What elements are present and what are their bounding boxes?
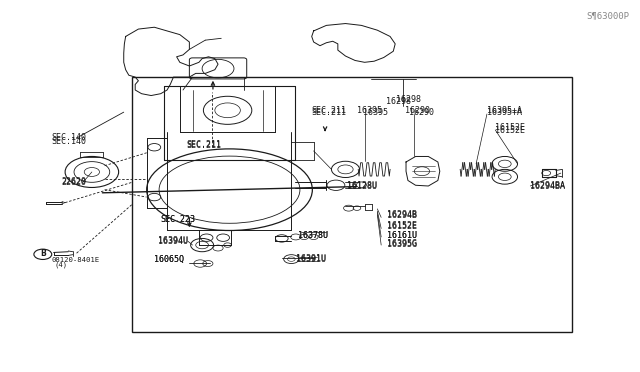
- Text: 16161U: 16161U: [387, 231, 417, 240]
- Text: 16294BA: 16294BA: [531, 181, 565, 190]
- Text: (4): (4): [54, 261, 67, 267]
- Text: 16378U: 16378U: [298, 231, 328, 240]
- Text: 16395+A: 16395+A: [487, 106, 522, 115]
- Text: 16298: 16298: [386, 97, 411, 106]
- Text: 16152E: 16152E: [495, 123, 525, 132]
- Text: 16128U: 16128U: [348, 181, 378, 190]
- Text: 16298: 16298: [396, 96, 422, 105]
- Text: 16394U: 16394U: [157, 236, 188, 245]
- Text: 16152E: 16152E: [387, 222, 417, 231]
- Text: 16395G: 16395G: [387, 239, 417, 248]
- Text: SEC.211: SEC.211: [186, 141, 221, 150]
- Text: 16294B: 16294B: [387, 211, 417, 220]
- Text: 16395+A: 16395+A: [487, 108, 522, 118]
- Text: 16065Q: 16065Q: [154, 254, 184, 264]
- Bar: [132, 77, 572, 332]
- Text: SEC.211: SEC.211: [186, 140, 221, 149]
- Text: 16294BA: 16294BA: [531, 182, 565, 190]
- Text: 16391U: 16391U: [296, 254, 326, 264]
- Text: 16391U: 16391U: [296, 254, 326, 263]
- Text: 16395: 16395: [357, 106, 382, 115]
- Text: 16128U: 16128U: [348, 182, 378, 190]
- Text: 16395: 16395: [364, 108, 388, 118]
- Text: SEC.211: SEC.211: [312, 108, 347, 118]
- Text: 16065Q: 16065Q: [154, 255, 184, 264]
- Text: SEC.223: SEC.223: [161, 215, 196, 224]
- Text: 16161U: 16161U: [387, 231, 417, 240]
- Text: 22620: 22620: [62, 178, 87, 187]
- Text: 08120-8401E: 08120-8401E: [51, 257, 99, 263]
- Text: SEC.211: SEC.211: [312, 106, 347, 115]
- Text: 16290: 16290: [409, 108, 434, 118]
- Text: B: B: [40, 250, 45, 259]
- Text: 22620: 22620: [62, 177, 87, 186]
- Text: 16378U: 16378U: [298, 231, 328, 240]
- Text: 16394U: 16394U: [157, 237, 188, 246]
- Text: S¶63000P: S¶63000P: [586, 12, 629, 21]
- Text: SEC.140: SEC.140: [51, 133, 86, 142]
- Text: 16395G: 16395G: [387, 240, 417, 249]
- Text: SEC.223: SEC.223: [161, 215, 196, 224]
- Text: 16294B: 16294B: [387, 210, 417, 219]
- Text: 16152E: 16152E: [387, 221, 417, 230]
- Text: 16152E: 16152E: [495, 126, 525, 135]
- Text: SEC.140: SEC.140: [51, 137, 86, 146]
- Text: 16290: 16290: [404, 106, 429, 115]
